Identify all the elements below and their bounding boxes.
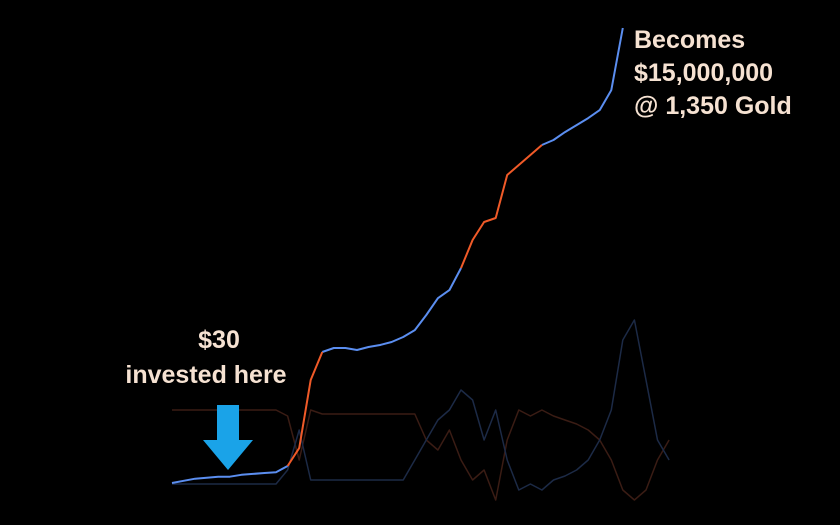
- plot-area: [171, 27, 670, 501]
- line: [286, 144, 543, 467]
- annotation: Becomes: [634, 26, 745, 54]
- line: [171, 27, 624, 484]
- line: [172, 409, 670, 501]
- annotation: @ 1,350 Gold: [634, 92, 792, 120]
- arrow: [203, 405, 253, 470]
- line: [172, 319, 670, 491]
- annotation: $30: [198, 326, 240, 354]
- annotation: $15,000,000: [634, 59, 773, 87]
- annotation: invested here: [125, 361, 286, 389]
